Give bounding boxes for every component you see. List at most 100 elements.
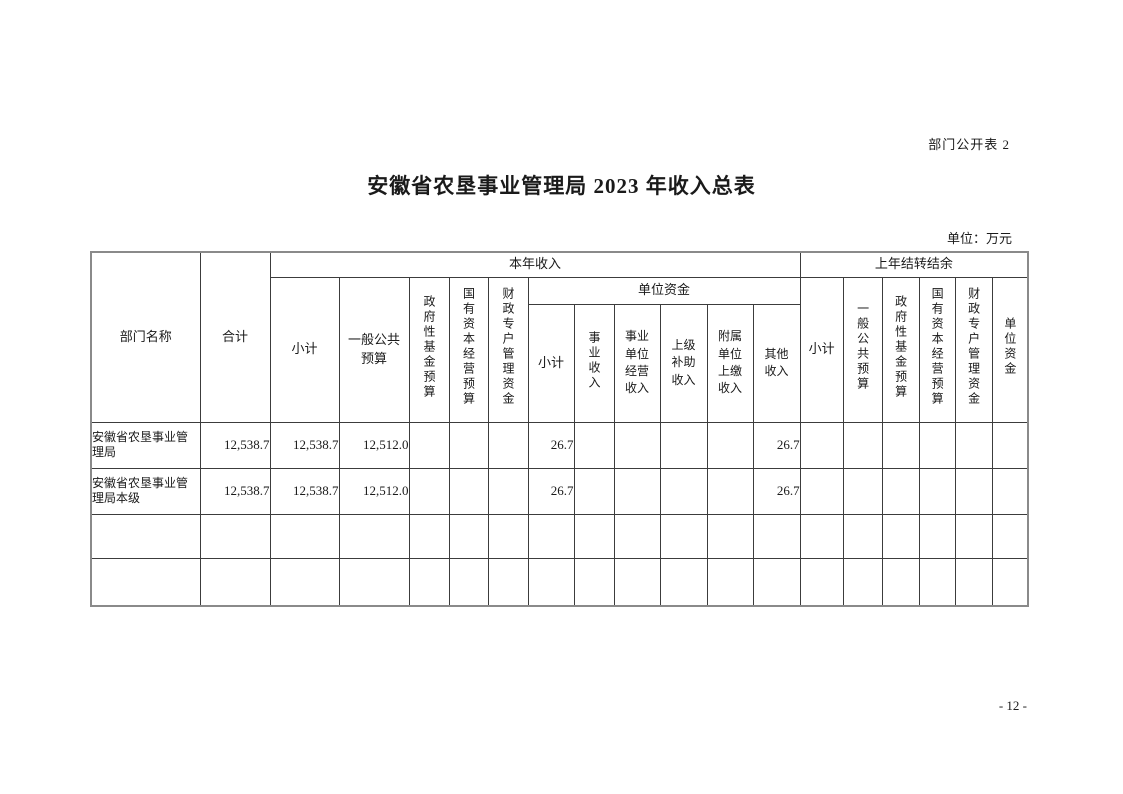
header-uf-superior-subsidy: 上级补助收入 [659,303,708,423]
data-cell [613,467,661,515]
header-uf-subordinate-remit: 附属单位上缴收入 [706,303,754,423]
header-co-fiscal-account: 财政专户管理资金 [954,276,993,423]
data-cell: 26.7 [527,421,575,469]
data-cell [706,421,754,469]
data-cell: 12,512.0 [338,467,410,515]
data-cell [199,513,271,559]
data-cell: 12,538.7 [269,467,340,515]
data-cell [918,421,956,469]
header-cy-subtotal: 小计 [269,276,340,423]
header-uf-other-income: 其他收入 [752,303,801,423]
table-row: 安徽省农垦事业管理局 12,538.7 12,538.7 12,512.0 26.7 26… [90,421,1029,469]
dept-name-cell: 安徽省农垦事业管理局 [90,421,201,469]
data-cell [842,421,883,469]
page-title: 安徽省农垦事业管理局 2023 年收入总表 [367,174,756,198]
header-cy-fiscal-account: 财政专户管理资金 [487,276,529,423]
data-cell [799,467,844,515]
data-cell [954,421,993,469]
data-cell [842,513,883,559]
data-cell [487,467,529,515]
header-co-general-budget: 一般公共预算 [842,276,883,423]
doc-label: 部门公开表 2 [928,137,1010,152]
data-cell [573,467,615,515]
data-cell [918,467,956,515]
data-cell [269,513,340,559]
data-cell [338,557,410,607]
data-cell: 12,538.7 [199,421,271,469]
data-cell [752,557,801,607]
dept-name-cell [90,513,201,559]
data-cell: 12,538.7 [269,421,340,469]
data-cell [408,421,450,469]
header-cy-general-budget: 一般公共预算 [338,276,410,423]
data-cell [527,513,575,559]
data-cell [842,467,883,515]
data-cell: 26.7 [752,421,801,469]
header-uf-subtotal: 小计 [527,303,575,423]
data-cell: 12,538.7 [199,467,271,515]
header-co-subtotal: 小计 [799,276,844,423]
data-cell [408,467,450,515]
data-cell [991,557,1029,607]
data-cell [659,557,708,607]
table-row: 安徽省农垦事业管理局本级 12,538.7 12,538.7 12,512.0 26.7… [90,467,1029,515]
header-cy-state-capital: 国有资本经营预算 [448,276,489,423]
data-cell [842,557,883,607]
header-cy-gov-fund: 政府性基金预算 [408,276,450,423]
data-cell: 26.7 [527,467,575,515]
data-cell [991,513,1029,559]
table-row [90,513,1029,559]
header-current-year-income: 本年收入 [269,251,801,278]
data-cell [954,557,993,607]
data-cell [573,557,615,607]
data-cell [799,513,844,559]
header-co-unit-funds: 单位资金 [991,276,1029,423]
data-cell [918,557,956,607]
data-cell [954,467,993,515]
header-carryover-balance: 上年结转结余 [799,251,1029,278]
data-cell [269,557,340,607]
data-cell [408,513,450,559]
data-cell [799,421,844,469]
data-cell [991,421,1029,469]
data-cell [613,421,661,469]
data-cell [487,513,529,559]
header-co-gov-fund: 政府性基金预算 [881,276,920,423]
data-cell [991,467,1029,515]
table-header: 部门名称 合计 本年收入 上年结转结余 小计 一般公共预算 政府性基金预算 国有… [90,251,1029,423]
data-cell [338,513,410,559]
data-cell [799,557,844,607]
header-grand-total: 合计 [199,251,271,423]
data-cell [881,557,920,607]
data-cell [573,513,615,559]
data-cell: 26.7 [752,467,801,515]
header-uf-operating-income: 事业单位经营收入 [613,303,661,423]
data-cell [918,513,956,559]
data-cell [487,557,529,607]
data-cell [659,513,708,559]
data-cell [706,467,754,515]
data-cell [448,421,489,469]
data-cell [881,421,920,469]
data-cell [706,557,754,607]
dept-name-cell [90,557,201,607]
data-cell: 12,512.0 [338,421,410,469]
income-table: 部门名称 合计 本年收入 上年结转结余 小计 一般公共预算 政府性基金预算 国有… [90,251,1030,607]
header-row-sub: 小计 一般公共预算 政府性基金预算 国有资本经营预算 财政专户管理资金 单位资金… [91,276,1029,423]
data-cell [487,421,529,469]
data-cell [706,513,754,559]
table-row [90,557,1029,607]
data-cell [752,513,801,559]
data-cell [199,557,271,607]
table-body: 安徽省农垦事业管理局 12,538.7 12,538.7 12,512.0 26.7 26… [90,421,1029,607]
data-cell [613,557,661,607]
data-cell [448,513,489,559]
data-cell [881,513,920,559]
unit-note: 单位：万元 [946,231,1012,246]
data-cell [573,421,615,469]
data-cell [448,557,489,607]
header-uf-business-income: 事业收入 [573,303,615,423]
header-co-state-capital: 国有资本经营预算 [918,276,956,423]
data-cell [448,467,489,515]
